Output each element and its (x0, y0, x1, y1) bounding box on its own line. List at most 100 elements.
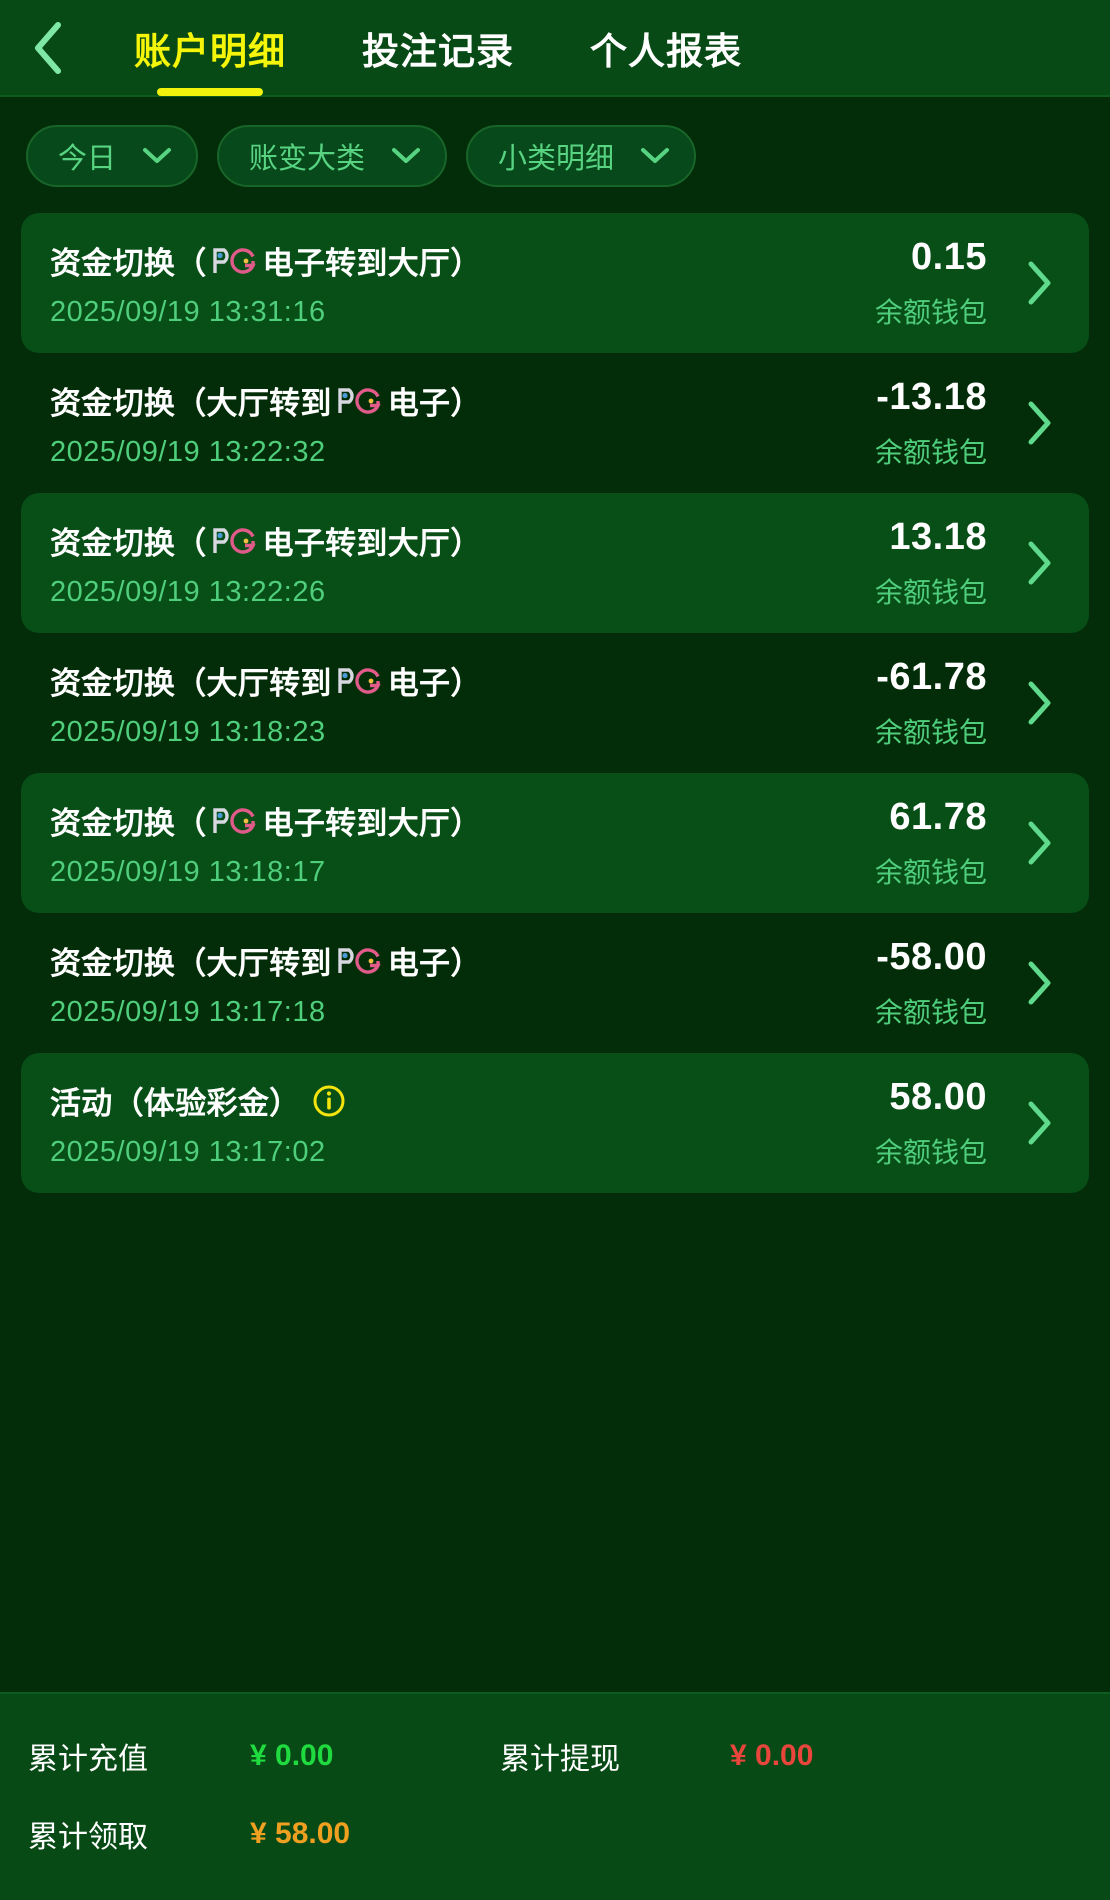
chevron-right-icon[interactable] (1017, 959, 1061, 1007)
transaction-category: 资金切换 (50, 665, 176, 701)
transaction-wallet: 余额钱包 (874, 716, 987, 748)
transaction-wallet: 余额钱包 (874, 296, 987, 328)
transaction-amount: 13.18 (889, 515, 987, 558)
transaction-detail-post: 电子转到大厅 (262, 525, 451, 561)
pg-logo-icon (209, 806, 261, 836)
transaction-wallet: 余额钱包 (874, 996, 987, 1028)
transaction-timestamp: 2025/09/19 13:17:18 (50, 995, 326, 1028)
chevron-right-icon[interactable] (1017, 539, 1061, 587)
transaction-paren-open: （ (175, 525, 207, 561)
transaction-wallet: 余额钱包 (874, 856, 987, 888)
tab-bet-records[interactable]: 投注记录 (324, 0, 552, 96)
filter-sub-category[interactable]: 小类明细 (466, 125, 697, 187)
transaction-paren-close: ） (269, 1085, 301, 1121)
transaction-amount: 0.15 (911, 235, 987, 278)
filter-date-range[interactable]: 今日 (26, 125, 199, 187)
transaction-row[interactable]: 资金切换 （大厅转到 电子） 2025/09/19 13:18:23 -61.78 余额… (21, 633, 1089, 773)
transaction-paren-open: （ (175, 805, 207, 841)
chevron-right-icon[interactable] (1017, 819, 1061, 867)
tab-label: 账户明细 (134, 30, 286, 72)
filter-label: 账变大类 (249, 143, 366, 175)
transaction-amount-block: -58.00 余额钱包 (875, 936, 987, 1031)
transaction-category: 资金切换 (50, 385, 176, 421)
transaction-amount-block: 58.00 余额钱包 (875, 1076, 987, 1171)
list-empty-space (0, 1193, 1110, 1692)
transaction-title: 资金切换 （大厅转到 电子） (50, 378, 875, 423)
back-button[interactable] (0, 0, 96, 96)
chevron-right-icon[interactable] (1017, 679, 1061, 727)
filter-label: 小类明细 (498, 143, 615, 175)
transaction-row[interactable]: 资金切换 （ 电子转到大厅） 2025/09/19 13:18:17 61.78 余额钱… (21, 773, 1089, 913)
transaction-row[interactable]: 资金切换 （ 电子转到大厅） 2025/09/19 13:22:26 13.18 余额钱… (21, 493, 1089, 633)
transaction-timestamp: 2025/09/19 13:18:17 (50, 855, 326, 888)
app-header: 账户明细 投注记录 个人报表 (0, 0, 1110, 97)
tab-account-details[interactable]: 账户明细 (96, 0, 324, 96)
transaction-amount-block: -61.78 余额钱包 (875, 656, 987, 751)
tab-bar: 账户明细 投注记录 个人报表 (96, 0, 780, 96)
transaction-title: 资金切换 （ 电子转到大厅） (50, 238, 875, 283)
filter-bar: 今日 账变大类 小类明细 (0, 97, 1110, 213)
transaction-info: 资金切换 （大厅转到 电子） 2025/09/19 13:22:32 (50, 378, 875, 469)
transaction-paren-close: ） (450, 945, 482, 981)
transaction-timestamp: 2025/09/19 13:18:23 (50, 715, 326, 748)
transaction-amount-block: -13.18 余额钱包 (875, 376, 987, 471)
transaction-info: 资金切换 （ 电子转到大厅） 2025/09/19 13:31:16 (50, 238, 875, 329)
transaction-timestamp: 2025/09/19 13:17:02 (50, 1135, 326, 1168)
summary-footer: 累计充值 ¥ 0.00 累计提现 ¥ 0.00 累计领取 ¥ 58.00 (0, 1692, 1110, 1900)
transaction-title: 资金切换 （大厅转到 电子） (50, 658, 875, 703)
transaction-detail-post: 电子转到大厅 (262, 805, 451, 841)
total-claim-value: ¥ 58.00 (250, 1817, 351, 1850)
total-claim-label: 累计领取 (28, 1821, 148, 1854)
filter-label: 今日 (58, 143, 117, 175)
transaction-info: 资金切换 （大厅转到 电子） 2025/09/19 13:17:18 (50, 938, 875, 1029)
chevron-right-icon[interactable] (1017, 1099, 1061, 1147)
transaction-detail-pre: 大厅转到 (206, 665, 332, 701)
pg-logo-icon (209, 246, 261, 276)
transaction-title: 资金切换 （ 电子转到大厅） (50, 798, 875, 843)
pg-logo-icon (209, 526, 261, 556)
transaction-title: 资金切换 （大厅转到 电子） (50, 938, 875, 983)
transaction-detail-post: 电子 (387, 945, 451, 981)
transaction-wallet: 余额钱包 (874, 1136, 987, 1168)
transaction-paren-close: ） (450, 245, 482, 281)
transaction-detail-post: 电子 (387, 665, 451, 701)
transaction-list: 资金切换 （电子转到大厅） 2025/09/19 13:31:16 0.15 余额钱包… (0, 213, 1110, 1193)
transaction-wallet: 余额钱包 (874, 576, 987, 608)
total-deposit-label: 累计充值 (28, 1743, 148, 1776)
tab-label: 个人报表 (590, 30, 742, 72)
chevron-down-icon (142, 147, 172, 165)
transaction-timestamp: 2025/09/19 13:22:26 (50, 575, 326, 608)
transaction-amount-block: 61.78 余额钱包 (875, 796, 987, 891)
transaction-timestamp: 2025/09/19 13:22:32 (50, 435, 326, 468)
transaction-paren-open: （ (112, 1085, 144, 1121)
transaction-paren-open: （ (175, 245, 207, 281)
filter-main-category[interactable]: 账变大类 (217, 125, 448, 187)
transaction-paren-open: （ (175, 665, 207, 701)
total-withdraw-value: ¥ 0.00 (730, 1739, 814, 1772)
transaction-title: 活动 （体验彩金） (50, 1078, 875, 1123)
pg-logo-icon (334, 666, 386, 696)
chevron-right-icon[interactable] (1017, 259, 1061, 307)
transaction-row[interactable]: 资金切换 （大厅转到 电子） 2025/09/19 13:17:18 -58.00 余额… (21, 913, 1089, 1053)
transaction-category: 资金切换 (50, 805, 176, 841)
tab-label: 投注记录 (362, 30, 514, 72)
chevron-down-icon (391, 147, 421, 165)
tab-personal-report[interactable]: 个人报表 (552, 0, 780, 96)
transaction-timestamp: 2025/09/19 13:31:16 (50, 295, 326, 328)
transaction-amount: -61.78 (876, 655, 987, 698)
transaction-detail-pre: 体验彩金 (143, 1085, 270, 1121)
transaction-row[interactable]: 资金切换 （大厅转到 电子） 2025/09/19 13:22:32 -13.18 余额… (21, 353, 1089, 493)
chevron-right-icon[interactable] (1017, 399, 1061, 447)
transaction-info: 活动 （体验彩金） 2025/09/19 13:17:02 (50, 1078, 875, 1169)
transaction-category: 活动 (50, 1085, 113, 1121)
pg-logo-icon (334, 946, 386, 976)
transaction-row[interactable]: 资金切换 （ 电子转到大厅） 2025/09/19 13:31:16 0.15 余额钱包 (21, 213, 1089, 353)
info-circle-icon[interactable] (312, 1084, 346, 1118)
transaction-title: 资金切换 （ 电子转到大厅） (50, 518, 875, 563)
transaction-paren-close: ） (450, 385, 482, 421)
transaction-amount: 61.78 (889, 795, 987, 838)
transaction-category: 资金切换 (50, 945, 176, 981)
transaction-row[interactable]: 活动 （体验彩金） 2025/09/19 13:17:02 58.00 余额钱包 (21, 1053, 1089, 1193)
transaction-amount-block: 0.15 余额钱包 (875, 236, 987, 331)
